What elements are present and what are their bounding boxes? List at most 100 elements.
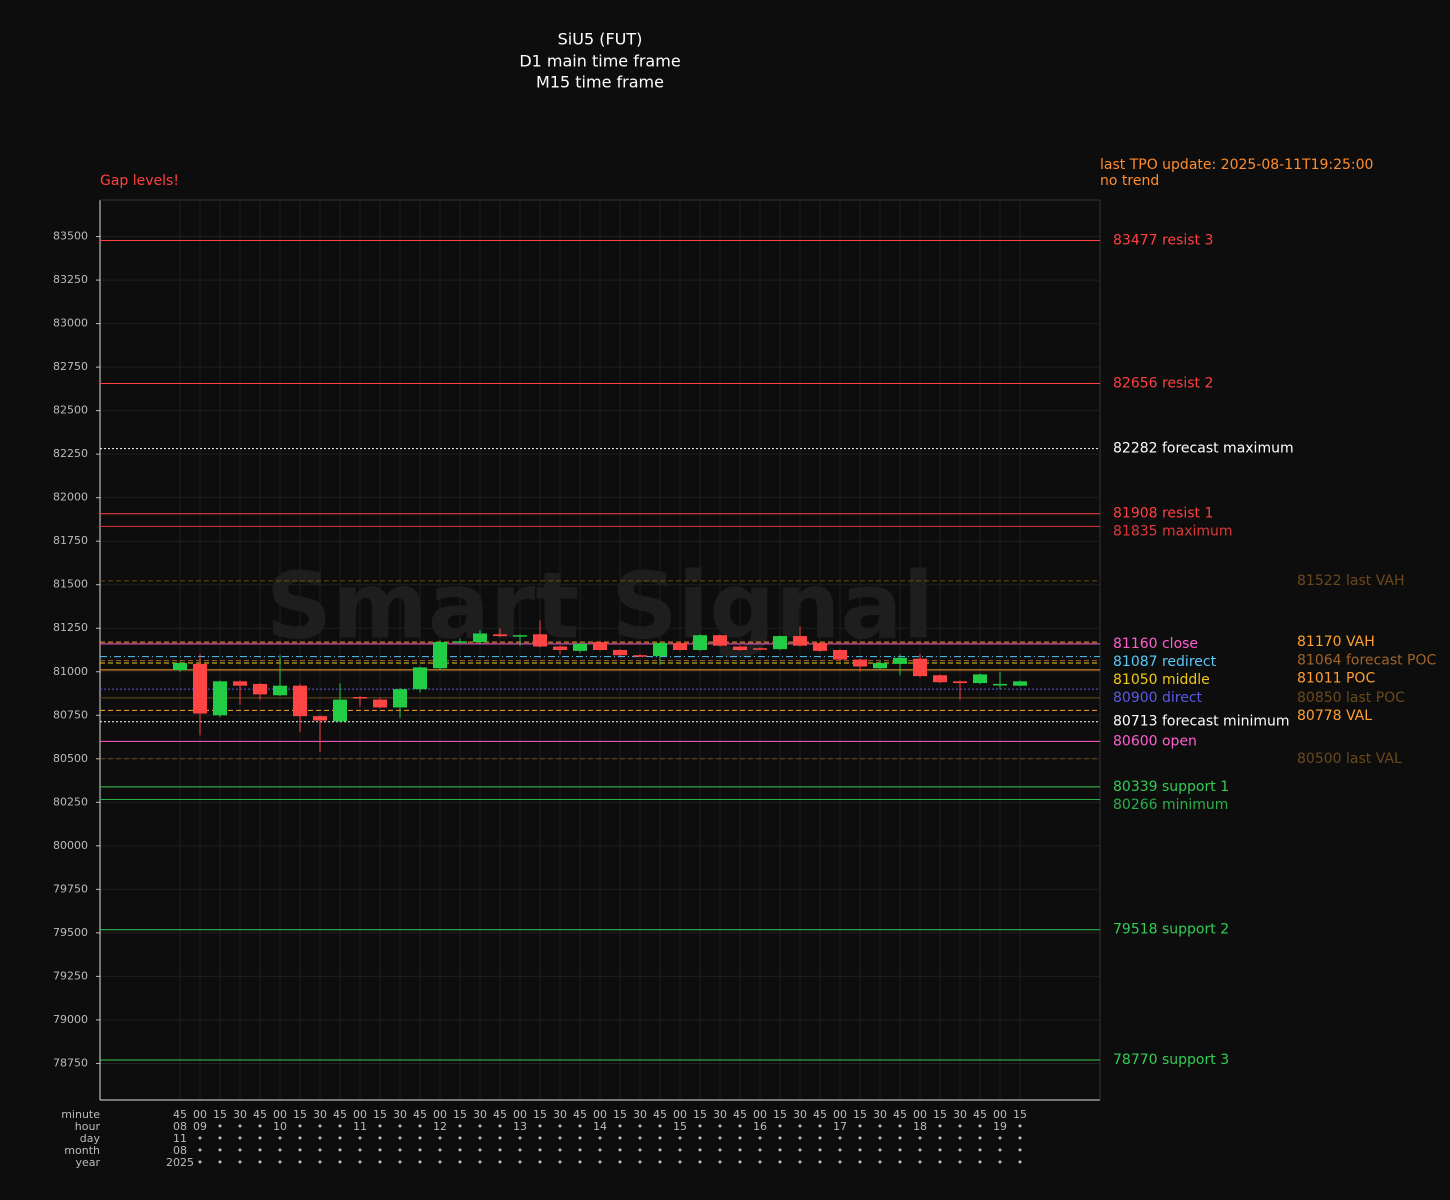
- x-tick-label: •: [957, 1144, 964, 1157]
- x-tick-label: •: [617, 1144, 624, 1157]
- x-tick-label: •: [677, 1144, 684, 1157]
- candle-body: [273, 685, 287, 696]
- candle-body: [833, 650, 847, 660]
- x-tick-label: 30: [793, 1108, 807, 1121]
- x-tick-label: •: [417, 1120, 424, 1133]
- candle-body: [853, 659, 867, 667]
- candle-body: [1013, 681, 1027, 686]
- x-tick-label: •: [277, 1144, 284, 1157]
- candle-body: [793, 636, 807, 646]
- x-tick-label: •: [457, 1120, 464, 1133]
- candle-body: [493, 634, 507, 637]
- level-label: 80900 direct: [1113, 690, 1203, 706]
- candle-body: [573, 643, 587, 651]
- x-tick-label: 15: [293, 1108, 307, 1121]
- x-tick-label: 30: [633, 1108, 647, 1121]
- x-tick-label: •: [257, 1120, 264, 1133]
- x-tick-label: 15: [453, 1108, 467, 1121]
- x-tick-label: •: [517, 1144, 524, 1157]
- level-label: 79518 support 2: [1113, 922, 1229, 938]
- x-tick-label: •: [217, 1120, 224, 1133]
- x-tick-label: •: [377, 1156, 384, 1169]
- x-tick-label: •: [697, 1132, 704, 1145]
- x-tick-label: 45: [973, 1108, 987, 1121]
- x-tick-label: •: [857, 1156, 864, 1169]
- candle-body: [533, 634, 547, 647]
- x-tick-label: 15: [773, 1108, 787, 1121]
- x-tick-label: •: [797, 1132, 804, 1145]
- x-tick-label: •: [637, 1132, 644, 1145]
- x-tick-label: •: [877, 1156, 884, 1169]
- x-tick-label: 16: [753, 1120, 767, 1133]
- x-tick-label: •: [697, 1120, 704, 1133]
- level-label: 82282 forecast maximum: [1113, 441, 1294, 457]
- candle-body: [913, 658, 927, 677]
- x-tick-label: •: [457, 1144, 464, 1157]
- x-tick-label: •: [777, 1120, 784, 1133]
- x-tick-label: •: [797, 1120, 804, 1133]
- x-tick-label: •: [697, 1156, 704, 1169]
- x-tick-label: •: [257, 1144, 264, 1157]
- x-tick-label: •: [1017, 1120, 1024, 1133]
- chart-subtitle: M15 time frame: [536, 73, 664, 92]
- x-row-name: hour: [75, 1120, 101, 1133]
- candle-body: [613, 650, 627, 656]
- x-tick-label: •: [957, 1120, 964, 1133]
- y-tick-label: 79750: [53, 882, 88, 895]
- x-tick-label: •: [737, 1156, 744, 1169]
- x-tick-label: •: [777, 1144, 784, 1157]
- level-label: 80778 VAL: [1297, 708, 1372, 724]
- x-tick-label: 30: [233, 1108, 247, 1121]
- x-tick-label: •: [497, 1156, 504, 1169]
- x-tick-label: •: [897, 1144, 904, 1157]
- x-tick-label: •: [937, 1156, 944, 1169]
- x-tick-label: •: [477, 1144, 484, 1157]
- x-row-name: day: [80, 1132, 101, 1145]
- x-tick-label: •: [257, 1156, 264, 1169]
- y-tick-label: 81250: [53, 621, 88, 634]
- x-tick-label: 00: [673, 1108, 687, 1121]
- candle-body: [973, 674, 987, 684]
- x-tick-label: •: [997, 1156, 1004, 1169]
- x-tick-label: •: [497, 1132, 504, 1145]
- y-tick-label: 83000: [53, 317, 88, 330]
- x-tick-label: •: [777, 1132, 784, 1145]
- x-tick-label: 15: [1013, 1108, 1027, 1121]
- candle-body: [953, 681, 967, 684]
- x-tick-label: •: [377, 1144, 384, 1157]
- x-tick-label: •: [397, 1144, 404, 1157]
- x-tick-label: •: [817, 1156, 824, 1169]
- x-tick-label: •: [717, 1156, 724, 1169]
- x-tick-label: 00: [273, 1108, 287, 1121]
- gap-annotation: Gap levels!: [100, 173, 179, 189]
- x-tick-label: •: [777, 1156, 784, 1169]
- candle-body: [333, 699, 347, 722]
- y-tick-label: 83500: [53, 230, 88, 243]
- x-tick-label: •: [437, 1144, 444, 1157]
- x-tick-label: •: [297, 1156, 304, 1169]
- x-tick-label: •: [917, 1132, 924, 1145]
- x-tick-label: •: [1017, 1156, 1024, 1169]
- x-tick-label: •: [937, 1132, 944, 1145]
- x-tick-label: •: [757, 1144, 764, 1157]
- x-tick-label: •: [557, 1156, 564, 1169]
- y-tick-label: 82250: [53, 447, 88, 460]
- x-tick-label: •: [917, 1144, 924, 1157]
- level-label: 81064 forecast POC: [1297, 653, 1437, 669]
- x-tick-label: •: [457, 1132, 464, 1145]
- x-tick-label: 45: [173, 1108, 187, 1121]
- y-tick-label: 80500: [53, 752, 88, 765]
- x-tick-label: •: [537, 1144, 544, 1157]
- x-tick-label: •: [877, 1144, 884, 1157]
- x-tick-label: 30: [713, 1108, 727, 1121]
- level-label: 81160 close: [1113, 636, 1198, 652]
- x-tick-label: 00: [433, 1108, 447, 1121]
- y-tick-label: 79250: [53, 969, 88, 982]
- x-tick-label: •: [977, 1132, 984, 1145]
- x-tick-label: •: [297, 1120, 304, 1133]
- y-tick-label: 78750: [53, 1056, 88, 1069]
- level-label: 81170 VAH: [1297, 634, 1375, 650]
- level-label: 81011 POC: [1297, 671, 1375, 687]
- x-tick-label: 00: [593, 1108, 607, 1121]
- y-tick-label: 80250: [53, 795, 88, 808]
